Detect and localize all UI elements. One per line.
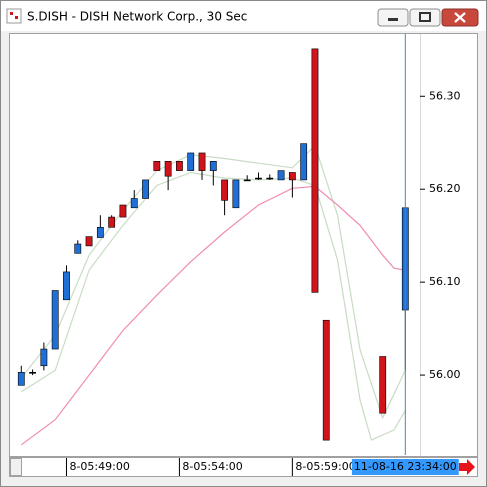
- minimize-glyph: [388, 18, 398, 21]
- candle-body: [322, 319, 330, 441]
- maximize-glyph: [419, 12, 431, 22]
- app-icon: [6, 8, 22, 24]
- app-icon-dot: [10, 12, 13, 15]
- candle-body: [288, 172, 296, 181]
- candle-body: [209, 161, 217, 171]
- cursor-label: 11-08-16 23:34:00: [354, 460, 457, 473]
- candle-body: [51, 290, 59, 350]
- x-tick-label: 8-05:49:00: [69, 460, 129, 473]
- candle-body: [85, 236, 93, 247]
- candle-body: [277, 170, 285, 181]
- candle-body: [119, 204, 127, 218]
- scroll-box[interactable]: [10, 458, 22, 476]
- candle-body: [255, 177, 262, 180]
- candle-body: [17, 371, 25, 386]
- window-buttons[interactable]: [377, 8, 479, 27]
- y-tick-label: 56.00: [429, 368, 461, 381]
- candle-body: [221, 179, 229, 201]
- cursor-label-bg: [351, 459, 459, 475]
- indicator-line: [20, 185, 406, 446]
- candle-body: [198, 152, 206, 171]
- candle-body: [300, 143, 308, 181]
- candle-body: [311, 48, 319, 293]
- y-tick-label: 56.30: [429, 89, 461, 102]
- candle-body: [29, 371, 36, 374]
- app-icon-dot: [15, 16, 18, 19]
- scroll-arrow[interactable]: [459, 459, 475, 475]
- close-glyph: [454, 12, 466, 23]
- minimize-button[interactable]: [377, 8, 409, 27]
- candle-body: [142, 179, 149, 199]
- candle-body: [74, 243, 82, 254]
- candle-body: [164, 161, 172, 177]
- candle-body: [243, 179, 251, 182]
- indicator-line: [20, 144, 406, 420]
- candle-body: [130, 198, 138, 209]
- window-title: S.DISH - DISH Network Corp., 30 Sec: [27, 10, 247, 24]
- candle-body: [153, 161, 161, 171]
- candle-body: [176, 161, 183, 171]
- x-tick-label: 8-05:54:00: [182, 460, 242, 473]
- candle-body: [232, 179, 240, 209]
- candle-body: [40, 348, 48, 367]
- candle-body: [187, 152, 195, 171]
- candle-body: [108, 216, 116, 228]
- candle-body: [379, 356, 387, 414]
- y-tick-label: 56.20: [429, 182, 461, 195]
- candle-body: [63, 271, 70, 301]
- candle-body: [96, 227, 104, 238]
- maximize-button[interactable]: [409, 8, 441, 27]
- y-tick-label: 56.10: [429, 275, 461, 288]
- candle-body: [266, 177, 274, 180]
- x-tick-label: 8-05:59:00: [295, 460, 355, 473]
